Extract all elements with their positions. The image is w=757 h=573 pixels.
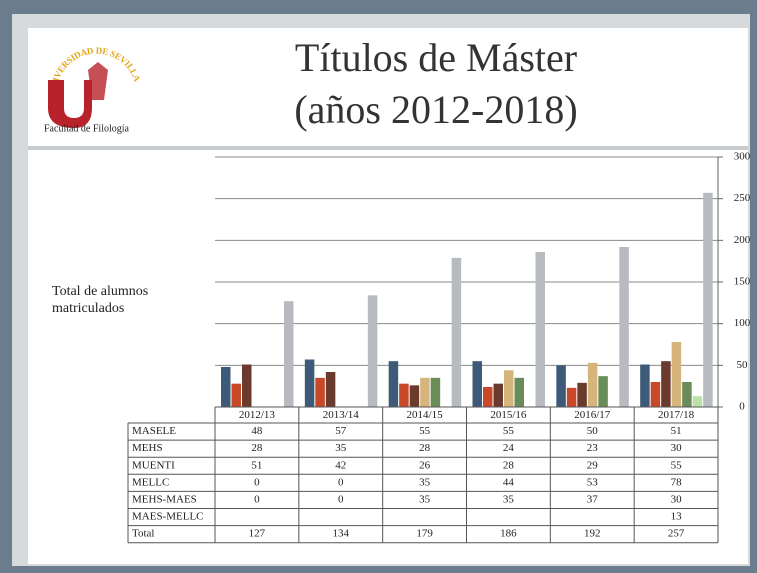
- table-cell: 53: [587, 476, 599, 488]
- x-tick-label: 2013/14: [323, 409, 360, 421]
- y-tick-label: 150: [734, 276, 751, 288]
- table-cell: 51: [671, 425, 682, 437]
- logo-caption: Facultad de Filología: [44, 123, 130, 134]
- header-rule: [28, 146, 748, 150]
- bar: [640, 364, 650, 407]
- legend-label: MAES-MELLC: [132, 511, 204, 523]
- bar: [556, 365, 566, 407]
- table-cell: 30: [671, 493, 683, 505]
- bar: [566, 387, 577, 407]
- bar: [367, 295, 378, 407]
- legend-label: MUENTI: [132, 459, 175, 471]
- bar: [430, 377, 441, 407]
- bar: [504, 370, 514, 407]
- table-cell: 55: [503, 425, 515, 437]
- table-cell: 48: [251, 425, 263, 437]
- table-cell: 44: [503, 476, 515, 488]
- x-tick-label: 2012/13: [239, 409, 276, 421]
- bar: [325, 372, 336, 407]
- table-cell: 50: [587, 425, 599, 437]
- bar: [661, 361, 671, 407]
- chart-subtitle: (años 2012-2018): [294, 87, 577, 132]
- legend-label: Total: [132, 528, 154, 540]
- x-tick-label: 2016/17: [574, 409, 611, 421]
- table-cell: 57: [335, 425, 347, 437]
- table-cell: 55: [419, 425, 431, 437]
- table-cell: 134: [333, 528, 350, 540]
- table-cell: 0: [254, 476, 260, 488]
- bar: [598, 376, 608, 407]
- y-tick-label: 200: [734, 234, 751, 246]
- bar: [650, 382, 661, 407]
- bar: [514, 377, 524, 407]
- legend-label: MEHS-MAES: [132, 493, 197, 505]
- table-cell: 35: [335, 442, 347, 454]
- bar: [703, 192, 713, 407]
- table-cell: 51: [251, 459, 262, 471]
- bar: [587, 362, 598, 407]
- legend-label: MEHS: [132, 442, 163, 454]
- logo-u: [48, 80, 92, 128]
- table-cell: 26: [419, 459, 431, 471]
- y-tick-label: 100: [734, 317, 751, 329]
- bar: [483, 387, 493, 407]
- logo-emblem: [88, 62, 108, 100]
- table-cell: 28: [419, 442, 431, 454]
- chart-title: Títulos de Máster: [295, 35, 577, 80]
- bar: [315, 377, 325, 407]
- bar: [671, 342, 682, 407]
- table-cell: 30: [671, 442, 683, 454]
- bar: [619, 247, 629, 407]
- table-cell: 37: [587, 493, 599, 505]
- bar: [304, 359, 315, 407]
- bar: [451, 257, 462, 407]
- bar: [493, 383, 503, 407]
- bar: [409, 385, 420, 407]
- bar: [472, 361, 482, 407]
- y-tick-label: 300: [734, 151, 751, 163]
- table-cell: 186: [500, 528, 517, 540]
- table-cell: 24: [503, 442, 515, 454]
- table-cell: 0: [254, 493, 260, 505]
- table-cell: 78: [671, 476, 683, 488]
- table-cell: 13: [671, 511, 683, 523]
- table-cell: 35: [419, 476, 431, 488]
- bar: [399, 383, 409, 407]
- bar: [388, 361, 399, 407]
- bar: [692, 396, 703, 407]
- bar: [221, 367, 231, 407]
- legend-label: MELLC: [132, 476, 169, 488]
- table-cell: 0: [338, 493, 344, 505]
- table-cell: 127: [249, 528, 266, 540]
- bar: [284, 301, 294, 407]
- table-cell: 192: [584, 528, 601, 540]
- bar: [682, 382, 692, 407]
- y-axis-label: Total de alumnos matriculados: [52, 284, 149, 316]
- y-tick-label: 250: [734, 192, 751, 204]
- x-tick-label: 2017/18: [658, 409, 695, 421]
- table-cell: 28: [251, 442, 263, 454]
- x-tick-label: 2015/16: [490, 409, 527, 421]
- bar: [420, 377, 430, 407]
- legend-label: MASELE: [132, 425, 176, 437]
- bar: [577, 382, 587, 407]
- table-cell: 0: [338, 476, 344, 488]
- table-cell: 55: [671, 459, 683, 471]
- table-cell: 23: [587, 442, 599, 454]
- bar: [242, 364, 252, 407]
- y-tick-label: 0: [739, 401, 745, 413]
- table-cell: 179: [416, 528, 433, 540]
- table-cell: 35: [419, 493, 431, 505]
- table-cell: 257: [668, 528, 685, 540]
- table-cell: 28: [503, 459, 515, 471]
- table-cell: 35: [503, 493, 515, 505]
- y-tick-label: 50: [737, 359, 749, 371]
- bar: [535, 252, 545, 407]
- x-tick-label: 2014/15: [407, 409, 444, 421]
- table-cell: 42: [335, 459, 346, 471]
- bar: [231, 383, 241, 407]
- table-cell: 29: [587, 459, 599, 471]
